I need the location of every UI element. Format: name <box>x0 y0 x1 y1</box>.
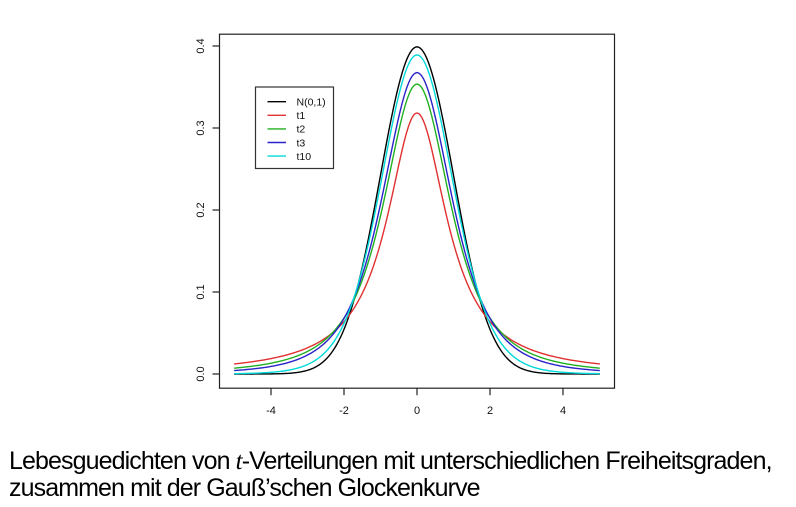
svg-text:0.1: 0.1 <box>195 284 207 299</box>
svg-text:t2: t2 <box>297 124 306 136</box>
svg-text:t3: t3 <box>297 137 306 149</box>
svg-text:-2: -2 <box>339 405 349 417</box>
svg-text:0.4: 0.4 <box>195 38 207 53</box>
svg-text:t1: t1 <box>297 110 306 122</box>
svg-text:2: 2 <box>487 405 493 417</box>
svg-text:0: 0 <box>414 405 420 417</box>
svg-text:t10: t10 <box>297 151 312 163</box>
svg-text:N(0,1): N(0,1) <box>297 97 326 109</box>
svg-text:-4: -4 <box>266 405 276 417</box>
svg-text:4: 4 <box>560 405 566 417</box>
svg-text:0.3: 0.3 <box>195 120 207 135</box>
svg-text:0.0: 0.0 <box>195 366 207 381</box>
svg-text:0.2: 0.2 <box>195 202 207 217</box>
